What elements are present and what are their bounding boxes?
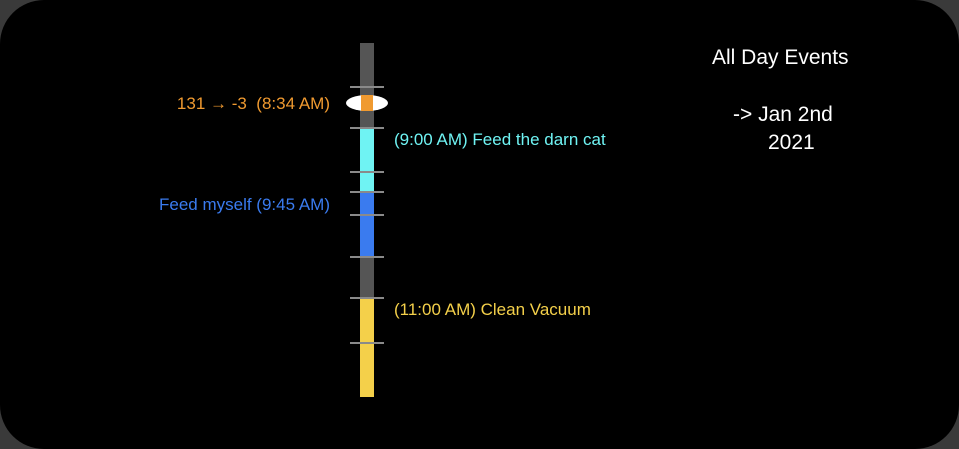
tick xyxy=(350,342,384,344)
event-label[interactable]: Feed myself (9:45 AM) xyxy=(158,195,330,214)
event-segment-orange[interactable] xyxy=(361,95,373,111)
tick xyxy=(350,297,384,299)
event-label[interactable]: 131 → -3 (8:34 AM) xyxy=(176,94,330,113)
tick xyxy=(350,171,384,173)
all-day-date: -> Jan 2nd xyxy=(733,103,833,126)
all-day-title: All Day Events xyxy=(712,46,849,69)
event-segment-yellow[interactable] xyxy=(360,298,374,397)
all-day-year: 2021 xyxy=(768,131,815,154)
event-label[interactable]: (9:00 AM) Feed the darn cat xyxy=(394,130,606,149)
event-segment-cyan[interactable] xyxy=(360,128,374,192)
tick xyxy=(350,86,384,88)
tick xyxy=(350,256,384,258)
tick xyxy=(350,127,384,129)
tick xyxy=(350,191,384,193)
event-label[interactable]: (11:00 AM) Clean Vacuum xyxy=(394,300,591,319)
tick xyxy=(350,214,384,216)
event-segment-blue[interactable] xyxy=(360,192,374,257)
